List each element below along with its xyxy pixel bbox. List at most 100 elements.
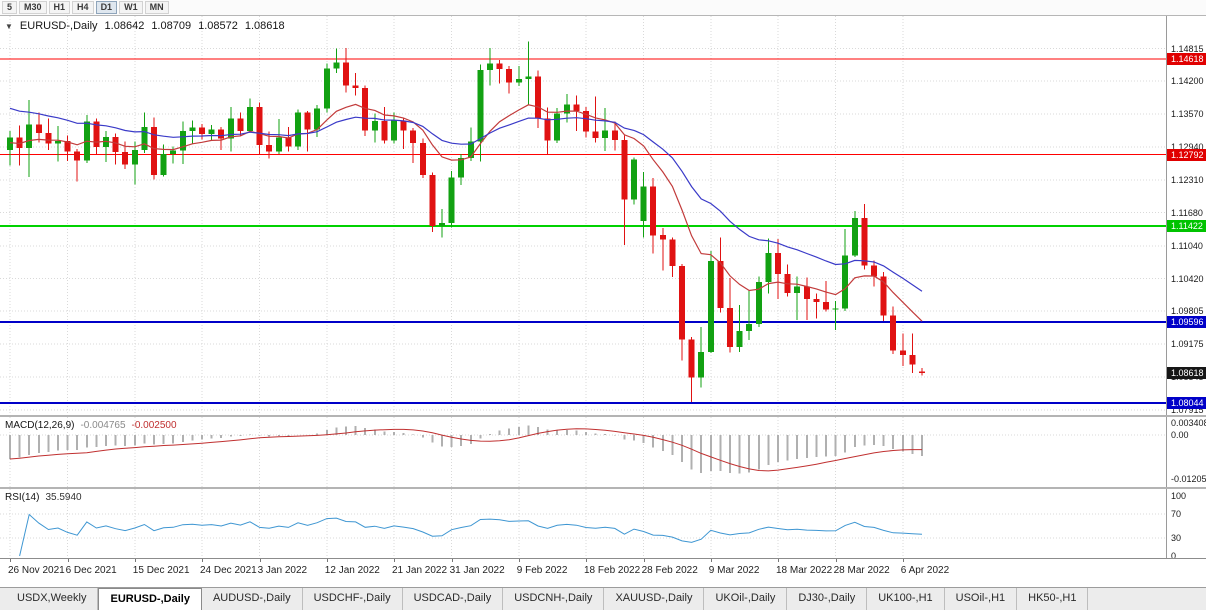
rsi-axis[interactable]: 100 70 30 0: [1166, 489, 1206, 558]
panel-splitter-macd[interactable]: [0, 415, 1206, 417]
price-tick-label: 1.09805: [1171, 305, 1204, 316]
rsi-axis-label: 70: [1171, 509, 1182, 519]
chart-tab-usoil-h1[interactable]: USOil-,H1: [945, 588, 1018, 610]
time-axis-tick: [586, 559, 587, 562]
price-tick-label: 1.11680: [1171, 207, 1203, 218]
price-badge-level-1-08044: 1.08044: [1167, 397, 1206, 410]
chart-tab-xauusd-daily[interactable]: XAUUSD-,Daily: [604, 588, 705, 610]
time-axis-tick: [778, 559, 779, 562]
price-tick-label: 1.07915: [1171, 404, 1204, 415]
chart-tab-uk100-h1[interactable]: UK100-,H1: [867, 588, 945, 610]
date-label: 6 Dec 2021: [65, 565, 117, 576]
chart-tab-audusd-daily[interactable]: AUDUSD-,Daily: [202, 588, 303, 610]
timeframe-button-h1[interactable]: H1: [48, 1, 71, 14]
price-chart-canvas[interactable]: [0, 16, 1166, 415]
timeframe-button-d1[interactable]: D1: [95, 1, 118, 14]
chart-tab-usdcad-daily[interactable]: USDCAD-,Daily: [403, 588, 504, 610]
time-axis-tick: [710, 559, 712, 562]
time-axis[interactable]: 26 Nov 2021 6 Dec 2021 15 Dec 2021 24 Dec 2…: [0, 558, 1206, 587]
price-tick-label: 1.12310: [1171, 174, 1204, 185]
price-badge-level-1-09596: 1.09596: [1167, 315, 1206, 328]
date-label: 21 Jan 2022: [392, 565, 448, 576]
price-badge-level-1-14618: 1.14618: [1167, 53, 1206, 65]
date-label: 31 Jan 2022: [449, 565, 505, 576]
macd-canvas[interactable]: [0, 417, 1166, 487]
macd-signal-value: -0.002500: [131, 420, 177, 431]
rsi-title: RSI(14): [5, 492, 40, 503]
date-label: 18 Feb 2022: [584, 565, 641, 576]
macd-axis-label: 0.003408: [1171, 417, 1206, 428]
time-axis-tick: [518, 559, 520, 562]
chart-tab-dj30-daily[interactable]: DJ30-,Daily: [787, 588, 868, 610]
price-tick-label: 1.14815: [1171, 43, 1204, 54]
price-badge-level-1-11422: 1.11422: [1167, 220, 1206, 233]
macd-main-value: -0.004765: [80, 420, 126, 431]
chart-symbol-label: EURUSD-,Daily: [19, 20, 98, 32]
time-axis-tick: [202, 559, 203, 562]
macd-axis-label: -0.01205: [1171, 473, 1206, 484]
chart-tab-bar: USDX,Weekly EURUSD-,Daily AUDUSD-,Daily USD…: [0, 587, 1206, 610]
timeframe-button-h4[interactable]: H4: [72, 1, 94, 14]
rsi-axis-label: 0: [1171, 551, 1177, 558]
timeframe-button-w1[interactable]: W1: [119, 1, 143, 14]
macd-title: MACD(12,26,9): [5, 420, 75, 431]
chart-tab-hk50-h1[interactable]: HK50-,H1: [1017, 588, 1089, 610]
panel-splitter-rsi[interactable]: [0, 487, 1206, 489]
chart-tab-usdchf-daily[interactable]: USDCHF-,Daily: [303, 588, 403, 610]
timeframe-toolbar: 5 M30 H1 H4 D1 W1 MN: [0, 0, 1206, 16]
date-label: 18 Mar 2022: [776, 565, 833, 576]
price-panel: ▼ EURUSD-,Daily 1.08642 1.08709 1.08572 …: [0, 16, 1206, 415]
date-label: 26 Nov 2021: [8, 565, 65, 576]
time-axis-tick: [67, 559, 69, 562]
date-label: 9 Mar 2022: [708, 565, 760, 576]
chart-tab-usdx-weekly[interactable]: USDX,Weekly: [6, 588, 99, 610]
time-axis-tick: [134, 559, 136, 562]
timeframe-button-mn[interactable]: MN: [144, 1, 169, 14]
date-label: 15 Dec 2021: [132, 565, 190, 576]
rsi-header: RSI(14) 35.5940: [5, 492, 82, 503]
price-tick-label: 1.14200: [1171, 75, 1204, 86]
date-label: 6 Apr 2022: [900, 565, 950, 576]
ohlc-close-value: 1.08618: [244, 20, 285, 32]
time-axis-tick: [394, 559, 395, 562]
date-label: 9 Feb 2022: [516, 565, 568, 576]
price-tick-label: 1.11040: [1171, 241, 1203, 252]
price-axis[interactable]: 1.14815 1.14200 1.13570 1.12940 1.12310 1.116…: [1166, 16, 1206, 415]
macd-axis-label: 0.00: [1171, 430, 1189, 440]
price-tick-label: 1.12940: [1171, 141, 1204, 152]
price-tick-label: 1.10420: [1171, 273, 1204, 284]
price-badge-level-1-12792: 1.12792: [1167, 148, 1206, 161]
rsi-axis-label: 30: [1171, 533, 1182, 543]
rsi-canvas[interactable]: [0, 489, 1166, 558]
ohlc-high-value: 1.08709: [151, 20, 192, 32]
chart-expander-icon[interactable]: ▼: [5, 21, 13, 31]
chart-tab-ukoil-daily[interactable]: UKOil-,Daily: [704, 588, 788, 610]
price-tick-label: 1.13570: [1171, 108, 1204, 119]
time-axis-tick: [259, 559, 261, 562]
rsi-panel: RSI(14) 35.5940 100 70 30 0: [0, 489, 1206, 558]
ohlc-low-value: 1.08572: [198, 20, 238, 32]
price-badge-current-price: 1.08618: [1167, 366, 1206, 379]
time-axis-tick: [451, 559, 453, 562]
ohlc-open-value: 1.08642: [104, 20, 145, 32]
time-axis-tick: [902, 559, 904, 562]
macd-panel: MACD(12,26,9) -0.004765 -0.002500 0.0034…: [0, 417, 1206, 487]
date-label: 28 Feb 2022: [641, 565, 698, 576]
chart-tab-eurusd-daily[interactable]: EURUSD-,Daily: [98, 588, 202, 610]
time-axis-tick: [643, 559, 645, 562]
rsi-axis-label: 100: [1171, 491, 1187, 501]
chart-tab-usdcnh-daily[interactable]: USDCNH-,Daily: [503, 588, 605, 610]
macd-axis[interactable]: 0.003408 0.00 -0.01205: [1166, 417, 1206, 487]
time-axis-tick: [326, 559, 328, 562]
date-label: 12 Jan 2022: [324, 565, 380, 576]
timeframe-button-m30[interactable]: M30: [19, 1, 47, 14]
time-axis-tick: [835, 559, 837, 562]
price-tick-label: 1.09175: [1171, 338, 1204, 349]
macd-header: MACD(12,26,9) -0.004765 -0.002500: [5, 420, 177, 431]
rsi-value: 35.5940: [45, 492, 82, 503]
date-label: 3 Jan 2022: [257, 565, 308, 576]
date-label: 24 Dec 2021: [200, 565, 257, 576]
chart-header: ▼ EURUSD-,Daily 1.08642 1.08709 1.08572 …: [5, 20, 285, 32]
timeframe-button-5[interactable]: 5: [2, 1, 18, 14]
